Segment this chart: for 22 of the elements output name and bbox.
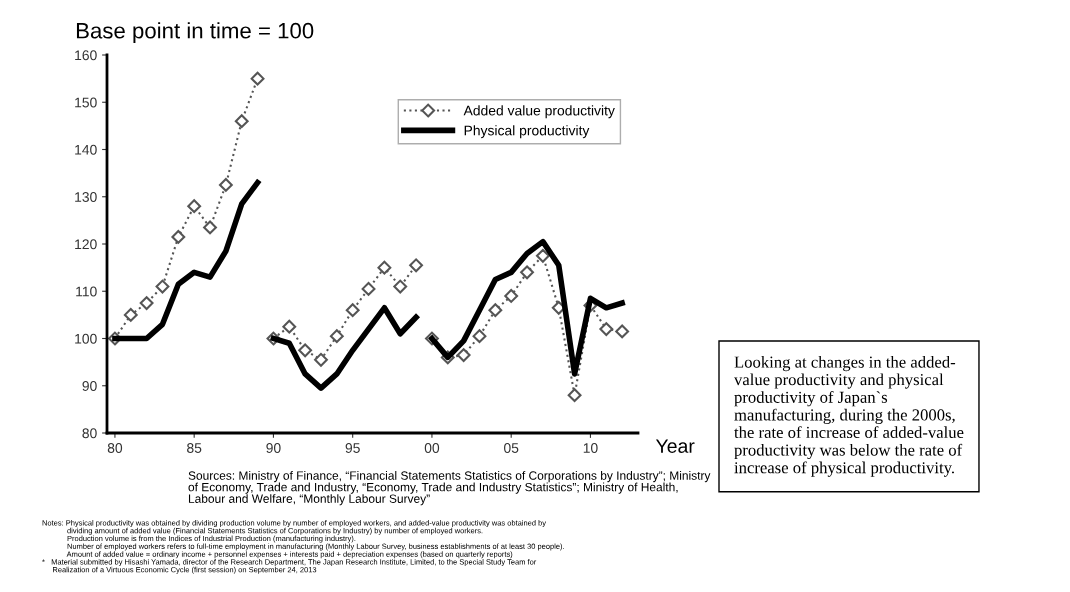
source-note: Sources: Ministry of Finance, “Financial Statements Statistics of Corporations by Industry”; Ministry of Economy, Trade and Industry, “Economy, Trade and Industry Statistics”; Ministry of Health, Labour and Welfare, “Monthly Labour Survey” — [188, 471, 711, 506]
x-tick-label: 00 — [424, 443, 440, 453]
x-tick-label: 80 — [107, 443, 123, 453]
x-tick-label: 90 — [266, 443, 281, 453]
y-tick-label: 140 — [75, 144, 97, 155]
x-tick-label: 05 — [504, 443, 519, 453]
x-axis-title: Year — [655, 439, 695, 453]
x-tick-label: 85 — [187, 443, 202, 453]
y-tick-label: 120 — [75, 239, 97, 250]
legend-label: Physical productivity — [464, 125, 590, 139]
y-tick-label: 100 — [75, 333, 97, 344]
y-tick-label: 110 — [76, 286, 97, 297]
y-tick-label: 80 — [82, 428, 97, 439]
legend-label: Added value productivity — [463, 105, 615, 119]
y-tick-label: 150 — [75, 97, 97, 108]
text: Looking at changes in the added- value productivity and physical productivity of Japan`s manufacturing, during the 2000s, the rate of increase of added-value productivity was below the rate of increase of physical productivity. — [734, 356, 964, 477]
x-tick-label: 95 — [345, 443, 360, 453]
x-tick-label: 10 — [583, 443, 598, 453]
y-tick-label: 160 — [75, 50, 97, 61]
y-tick-label: 90 — [82, 381, 97, 391]
y-tick-label: 130 — [75, 192, 97, 202]
chart-title: Base point in time = 100 — [76, 22, 314, 43]
